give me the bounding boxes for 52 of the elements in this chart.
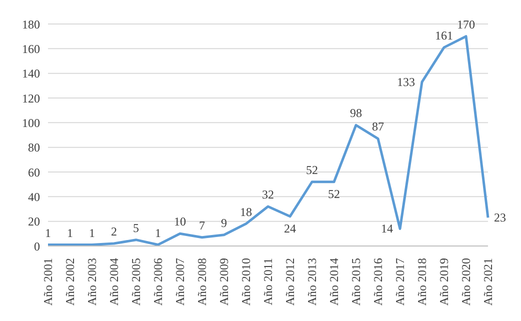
data-label: 52 (306, 162, 318, 177)
x-tick-label: Año 2002 (63, 258, 77, 306)
x-tick-label: Año 2012 (283, 258, 297, 306)
data-label: 10 (174, 214, 186, 229)
data-label: 1 (155, 226, 161, 240)
x-tick-label: Año 2001 (41, 258, 55, 306)
x-tick-label: Año 2009 (217, 258, 231, 306)
data-label: 14 (381, 222, 393, 236)
x-tick-label: Año 2004 (107, 258, 121, 306)
x-tick-label: Año 2013 (305, 258, 319, 306)
x-tick-label: Año 2020 (459, 258, 473, 306)
data-label: 32 (262, 188, 274, 202)
y-tick-label: 160 (22, 42, 40, 56)
data-label: 2 (111, 224, 117, 239)
x-tick-label: Año 2008 (195, 258, 209, 306)
x-tick-label: Año 2003 (85, 258, 99, 306)
y-tick-label: 80 (28, 140, 40, 155)
x-tick-label: Año 2017 (393, 258, 407, 306)
y-tick-label: 180 (22, 17, 40, 32)
x-tick-label: Año 2015 (349, 258, 363, 306)
x-tick-label: Año 2005 (129, 258, 143, 306)
y-tick-label: 100 (22, 116, 40, 130)
x-tick-label: Año 2021 (481, 258, 495, 306)
data-label: 18 (240, 204, 252, 219)
data-label: 52 (328, 186, 340, 201)
x-tick-label: Año 2010 (239, 258, 253, 306)
y-tick-label: 20 (28, 214, 40, 229)
data-label: 170 (457, 17, 475, 32)
y-tick-label: 40 (28, 190, 40, 204)
y-tick-label: 0 (34, 239, 40, 254)
data-label: 1 (67, 226, 73, 240)
data-label: 87 (372, 120, 384, 134)
y-tick-label: 120 (22, 91, 40, 106)
data-label: 133 (397, 74, 415, 89)
x-tick-label: Año 2019 (437, 258, 451, 306)
x-tick-label: Año 2014 (327, 258, 341, 306)
data-label: 24 (284, 221, 296, 236)
data-label: 9 (221, 216, 227, 230)
data-label: 23 (494, 210, 506, 225)
x-tick-label: Año 2018 (415, 258, 429, 306)
data-label: 161 (435, 28, 453, 42)
data-label: 7 (199, 218, 205, 232)
x-tick-label: Año 2007 (173, 258, 187, 306)
data-label: 5 (133, 220, 139, 235)
x-tick-label: Año 2006 (151, 258, 165, 306)
data-label: 1 (45, 226, 51, 240)
y-tick-label: 60 (28, 165, 40, 180)
y-tick-label: 140 (22, 66, 40, 81)
data-label: 98 (350, 106, 362, 120)
x-tick-label: Año 2016 (371, 258, 385, 306)
x-tick-label: Año 2011 (261, 258, 275, 306)
data-label: 1 (89, 226, 95, 240)
